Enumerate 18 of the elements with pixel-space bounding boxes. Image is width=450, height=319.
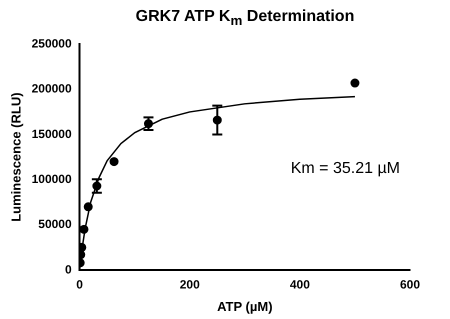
y-axis-title: Luminescence (RLU)	[8, 92, 24, 222]
x-tick-label: 400	[290, 278, 310, 292]
point	[80, 224, 88, 234]
x-tick-label: 0	[76, 278, 84, 292]
y-tick-label: 0	[64, 262, 72, 276]
y-tick-label: 100000	[32, 172, 72, 186]
y-tick-label: 50000	[38, 217, 72, 232]
x-tick-label: 200	[180, 278, 200, 292]
point	[110, 157, 119, 166]
x-tick-label: 600	[400, 278, 420, 292]
point	[84, 202, 93, 212]
y-tick-label: 150000	[32, 126, 72, 141]
y-tick-label: 250000	[32, 36, 72, 51]
chart-title: GRK7 ATP K$_{m}$ Determination	[134, 8, 356, 28]
point	[350, 78, 360, 88]
y-tick-label: 200000	[32, 82, 72, 96]
x-axis-title: ATP (µM)	[217, 298, 273, 314]
annotation: Km = 35.21 µM	[290, 160, 400, 177]
